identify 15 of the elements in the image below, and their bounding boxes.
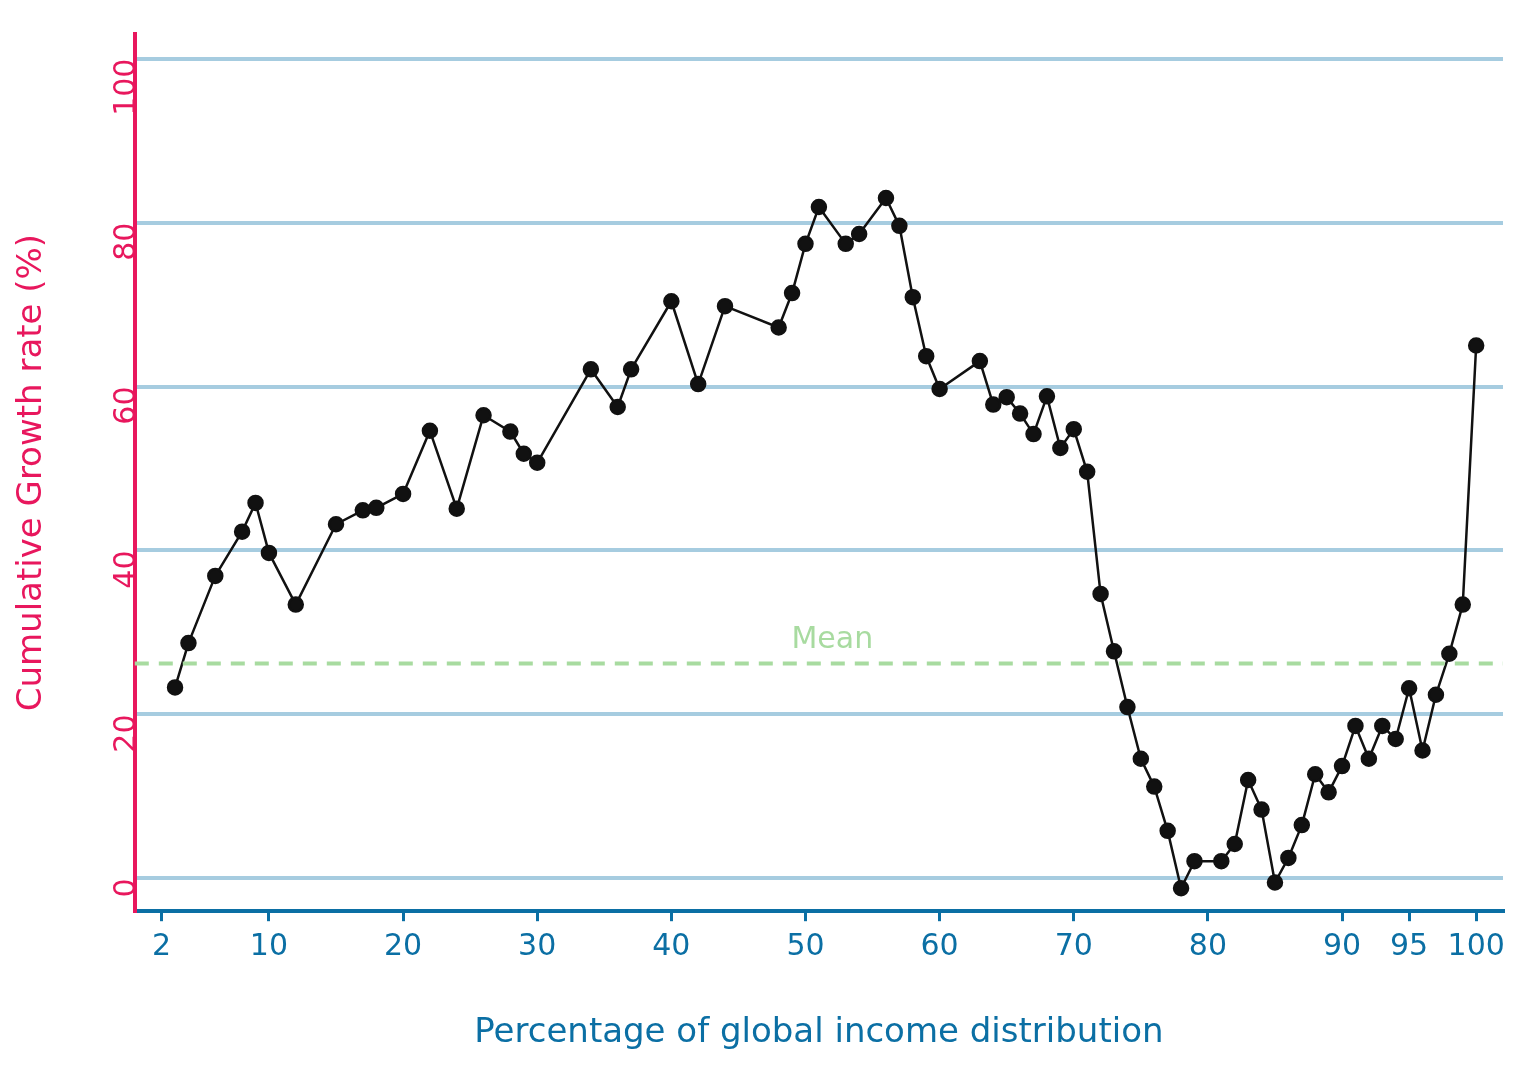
x-tick-label: 60 (920, 927, 959, 962)
x-tick-label: 100 (1447, 927, 1505, 962)
y-axis-title: Cumulative Growth rate (%) (9, 233, 50, 712)
x-tick-label: 20 (383, 927, 423, 962)
x-tick-label: 40 (652, 927, 691, 962)
x-tick-label: 95 (1390, 927, 1429, 962)
x-tick-label: 80 (1188, 927, 1227, 962)
x-tick-label: 50 (786, 927, 825, 962)
x-tick-label: 30 (518, 927, 557, 962)
x-tick-label: 10 (249, 927, 289, 962)
x-tick-label: 2 (152, 927, 172, 962)
ref-line-label: Mean (791, 620, 874, 656)
x-axis-title: Percentage of global income distribution (474, 1010, 1164, 1051)
x-tick-label: 90 (1322, 927, 1362, 962)
x-tick-label: 70 (1054, 927, 1093, 962)
